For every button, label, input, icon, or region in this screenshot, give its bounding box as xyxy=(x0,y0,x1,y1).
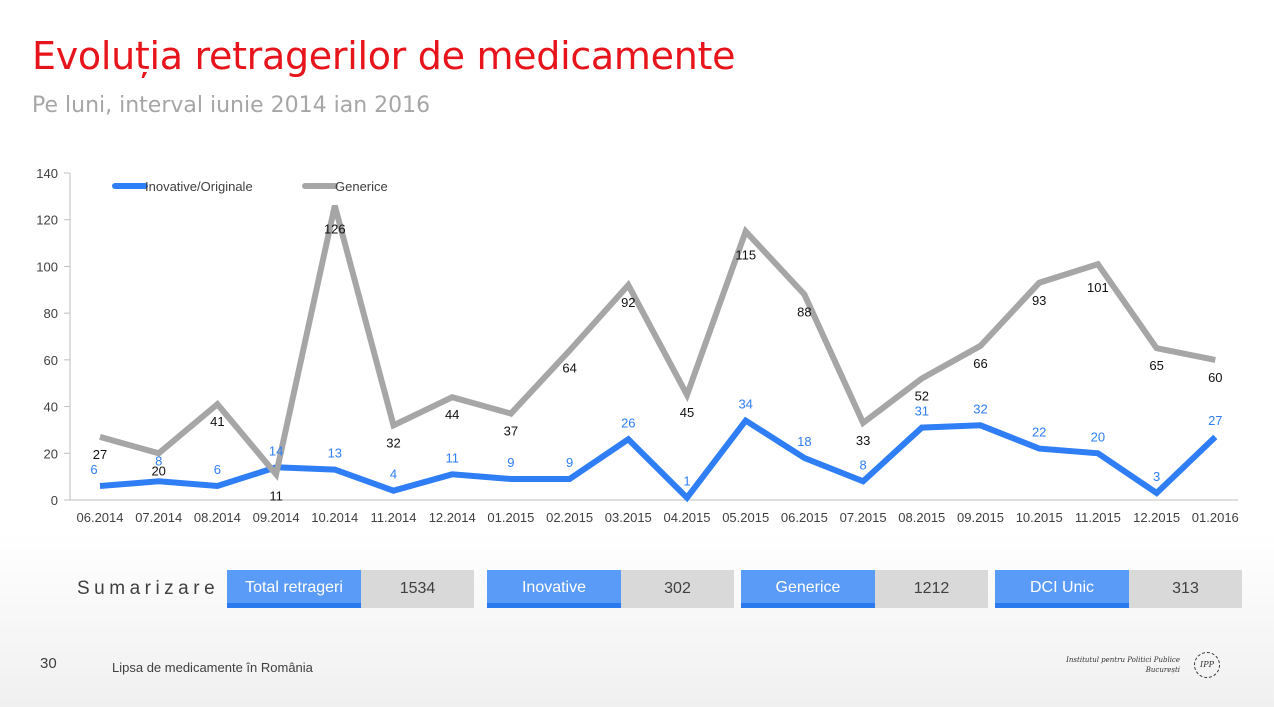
summary-total-value: 1534 xyxy=(361,570,474,608)
summary-inovative-name: Inovative xyxy=(487,570,621,608)
data-label-inovative: 1 xyxy=(683,474,690,489)
data-label-inovative: 14 xyxy=(269,443,283,458)
data-label-inovative: 31 xyxy=(915,404,929,419)
ipp-seal-icon: IPP xyxy=(1194,652,1220,678)
series-line-inovative xyxy=(99,416,1218,503)
summary-dci-unic-value: 313 xyxy=(1129,570,1242,608)
data-label-inovative: 18 xyxy=(797,434,811,449)
summary-dci-unic-name: DCI Unic xyxy=(995,570,1129,608)
x-tick-label: 08.2014 xyxy=(194,510,241,525)
x-tick-label: 02.2015 xyxy=(546,510,593,525)
x-tick-label: 12.2015 xyxy=(1133,510,1180,525)
data-label-inovative: 27 xyxy=(1208,413,1222,428)
data-label-generice: 93 xyxy=(1032,293,1046,308)
page-subtitle: Pe luni, interval iunie 2014 ian 2016 xyxy=(32,93,431,118)
summary-total-name: Total retrageri xyxy=(227,570,361,608)
data-label-inovative: 32 xyxy=(973,401,987,416)
data-label-inovative: 26 xyxy=(621,415,635,430)
footer-text: Lipsa de medicamente în România xyxy=(112,660,313,675)
data-label-inovative: 9 xyxy=(507,455,514,470)
data-label-generice: 32 xyxy=(386,435,400,450)
legend-label: Generice xyxy=(335,179,388,194)
data-label-inovative: 34 xyxy=(738,397,752,412)
y-tick-label: 120 xyxy=(36,213,58,228)
y-tick-label: 40 xyxy=(44,400,58,415)
data-label-generice: 27 xyxy=(93,447,107,462)
x-tick-label: 04.2015 xyxy=(664,510,711,525)
data-label-inovative: 11 xyxy=(445,450,459,465)
data-label-generice: 33 xyxy=(856,433,870,448)
data-label-generice: 60 xyxy=(1208,370,1222,385)
data-label-inovative: 8 xyxy=(859,457,866,472)
data-label-inovative: 6 xyxy=(214,462,221,477)
x-tick-label: 03.2015 xyxy=(605,510,652,525)
y-tick-label: 140 xyxy=(36,166,58,181)
y-tick-label: 60 xyxy=(44,353,58,368)
data-label-generice: 92 xyxy=(621,295,635,310)
y-tick-label: 80 xyxy=(44,306,58,321)
data-label-inovative: 9 xyxy=(566,455,573,470)
series-line-generice xyxy=(99,204,1216,481)
logo-line-1: Institutul pentru Politici Publice xyxy=(1066,656,1180,664)
x-tick-label: 01.2015 xyxy=(487,510,534,525)
x-tick-label: 09.2015 xyxy=(957,510,1004,525)
x-tick-label: 01.2016 xyxy=(1192,510,1239,525)
data-label-generice: 45 xyxy=(680,405,694,420)
data-label-inovative: 3 xyxy=(1153,469,1160,484)
data-label-generice: 88 xyxy=(797,304,811,319)
data-label-generice: 126 xyxy=(324,222,346,237)
data-label-inovative: 8 xyxy=(155,453,162,468)
summary-inovative-value: 302 xyxy=(621,570,734,608)
page-title: Evoluția retragerilor de medicamente xyxy=(32,34,736,78)
data-label-generice: 41 xyxy=(210,414,224,429)
x-tick-label: 07.2014 xyxy=(135,510,182,525)
page-number: 30 xyxy=(40,655,57,672)
data-label-generice: 66 xyxy=(973,356,987,371)
y-tick-label: 100 xyxy=(36,259,58,274)
data-label-inovative: 22 xyxy=(1032,425,1046,440)
data-label-generice: 64 xyxy=(562,361,576,376)
logo-line-2: București xyxy=(1145,666,1180,674)
data-label-inovative: 13 xyxy=(328,446,342,461)
x-tick-label: 12.2014 xyxy=(429,510,476,525)
x-tick-label: 08.2015 xyxy=(898,510,945,525)
x-tick-label: 11.2014 xyxy=(370,510,416,525)
x-tick-label: 10.2014 xyxy=(311,510,358,525)
data-label-generice: 11 xyxy=(269,488,283,503)
data-label-generice: 115 xyxy=(735,247,756,262)
data-label-generice: 44 xyxy=(445,407,459,422)
x-tick-label: 11.2015 xyxy=(1075,510,1121,525)
y-tick-label: 0 xyxy=(51,493,58,508)
x-tick-label: 10.2015 xyxy=(1016,510,1063,525)
x-tick-label: 09.2014 xyxy=(253,510,300,525)
ipp-logo: Institutul pentru Politici Publice Bucur… xyxy=(1066,652,1228,682)
x-tick-label: 06.2014 xyxy=(77,510,124,525)
y-tick-label: 20 xyxy=(44,446,58,461)
data-label-generice: 101 xyxy=(1087,280,1109,295)
summary-generice-name: Generice xyxy=(741,570,875,608)
legend-label: Inovative/Originale xyxy=(145,179,253,194)
data-label-generice: 52 xyxy=(915,389,929,404)
summary-label: Sumarizare xyxy=(77,578,220,599)
data-label-inovative: 4 xyxy=(390,467,397,482)
summary-generice-value: 1212 xyxy=(875,570,988,608)
data-label-inovative: 6 xyxy=(90,462,97,477)
data-label-generice: 20 xyxy=(151,463,165,478)
x-tick-label: 07.2015 xyxy=(840,510,887,525)
data-label-inovative: 20 xyxy=(1091,429,1105,444)
x-tick-label: 06.2015 xyxy=(781,510,828,525)
data-label-generice: 37 xyxy=(504,424,518,439)
x-tick-label: 05.2015 xyxy=(722,510,769,525)
data-label-generice: 65 xyxy=(1149,358,1163,373)
